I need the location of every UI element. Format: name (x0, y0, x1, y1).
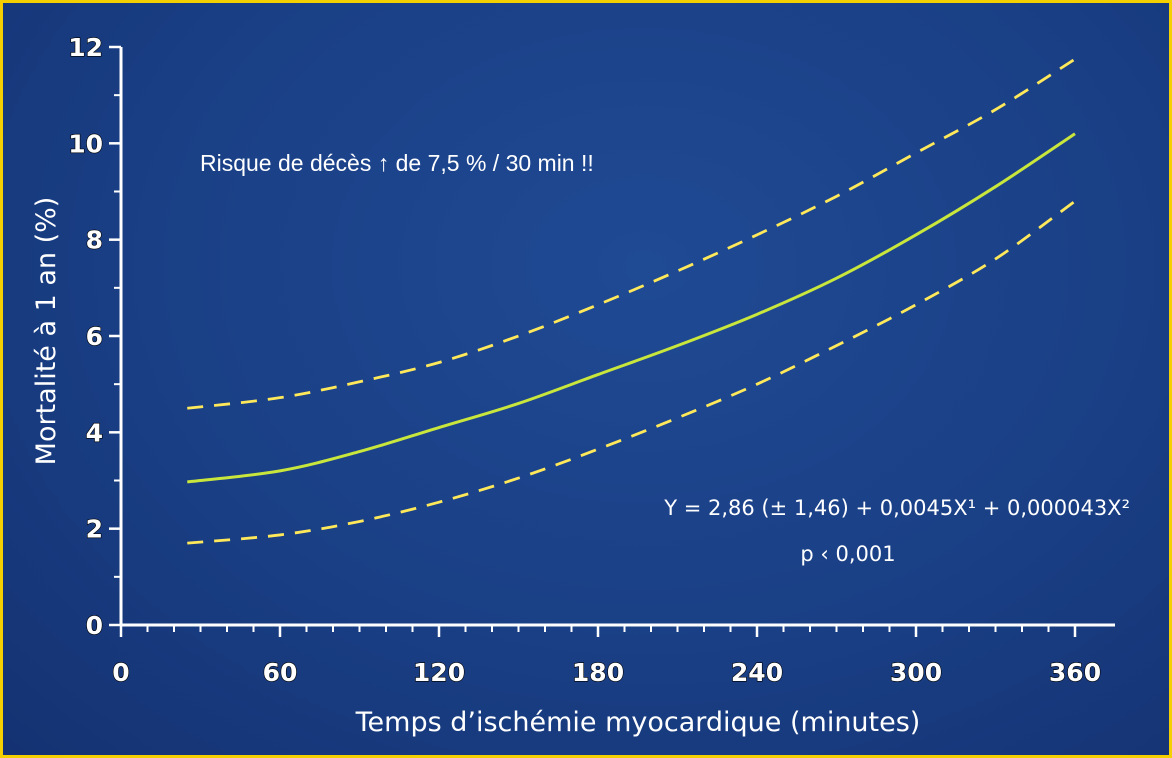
estimate-line (187, 132, 1076, 484)
p-value-annotation: p ‹ 0,001 (800, 542, 895, 566)
y-tick-label: 6 (86, 322, 103, 351)
axes (119, 47, 1115, 627)
y-tick-label: 0 (86, 611, 103, 640)
equation-annotation: Y = 2,86 (± 1,46) + 0,0045X¹ + 0,000043X… (663, 496, 1130, 520)
y-tick-label: 2 (86, 515, 103, 544)
y-tick-label: 8 (86, 226, 103, 255)
x-axis-label: Temps d’ischémie myocardique (minutes) (355, 707, 921, 738)
y-ticks: 0 2 4 6 8 10 12 (68, 32, 121, 641)
x-tick-label: 0 (112, 658, 129, 687)
x-ticks: 0 60 120 180 240 300 360 (112, 625, 1102, 688)
y-tick-label: 10 (68, 129, 103, 158)
y-tick-label: 12 (68, 33, 103, 62)
upper-bound-line (187, 57, 1076, 410)
x-tick-label: 360 (1049, 658, 1101, 687)
risk-annotation: Risque de décès ↑ de 7,5 % / 30 min !! (200, 150, 594, 176)
series-lines (187, 57, 1076, 545)
y-tick-label: 4 (86, 418, 103, 447)
x-tick-label: 300 (890, 658, 942, 687)
y-axis-label: Mortalité à 1 an (%) (31, 197, 62, 466)
x-tick-label: 180 (572, 658, 624, 687)
mortality-chart: 0 60 120 180 240 300 360 0 2 4 6 8 10 12 Temps d’isc… (31, 32, 1130, 738)
x-tick-label: 120 (413, 658, 465, 687)
chart-frame: 0 60 120 180 240 300 360 0 2 4 6 8 10 12 Temps d’isc… (3, 3, 1169, 755)
x-tick-label: 60 (263, 658, 298, 687)
x-tick-label: 240 (731, 658, 783, 687)
lower-bound-line (187, 200, 1076, 545)
